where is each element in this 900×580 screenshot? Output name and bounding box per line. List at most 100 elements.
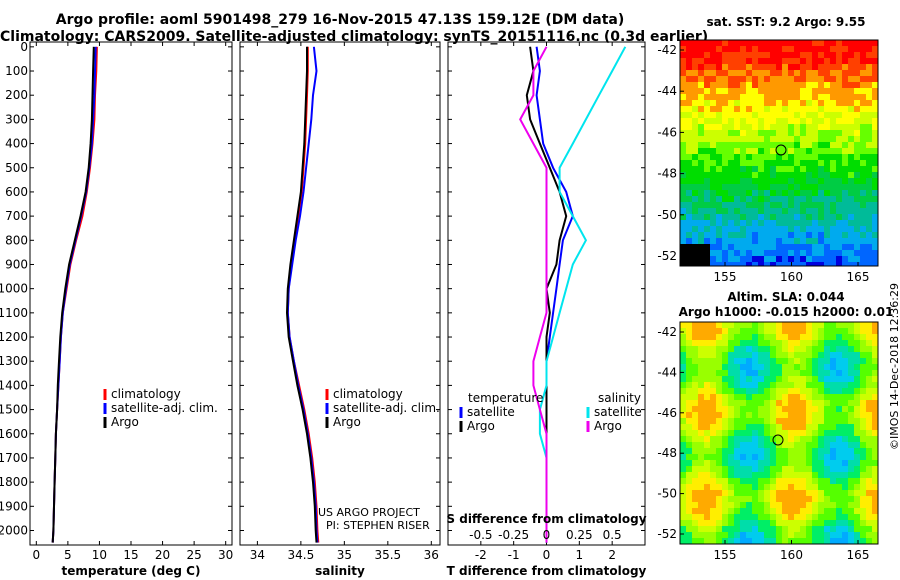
x-tick-label: 0 — [543, 548, 551, 562]
argo-position-marker-sla — [772, 434, 784, 446]
legend-label: Argo — [333, 415, 361, 429]
legend-label-sal: satellite — [594, 405, 642, 419]
sst-map-title: sat. SST: 9.2 Argo: 9.55 — [706, 15, 866, 29]
sla-map-subtitle: Argo h1000: -0.015 h2000: 0.01 — [678, 305, 894, 319]
x-tick-label: 10 — [92, 548, 107, 562]
x-tick-label: 25 — [186, 548, 201, 562]
legend-label-temp: satellite — [467, 405, 515, 419]
legend-title-temperature: temperature — [468, 391, 543, 405]
legend-label: satellite-adj. clim. — [111, 401, 218, 415]
x-tick-label: -1 — [508, 548, 520, 562]
y-tick-label: 1300 — [0, 354, 28, 368]
sla-lon-label: 165 — [847, 548, 870, 562]
y-tick-label: 1200 — [0, 330, 28, 344]
credit-pi: PI: STEPHEN RISER — [326, 519, 430, 532]
y-tick-label: 700 — [5, 209, 28, 223]
sla-lon-label: 160 — [780, 548, 803, 562]
y-tick-label: 200 — [5, 88, 28, 102]
x-tick-label: 35.5 — [374, 548, 401, 562]
sst-lon-label: 155 — [714, 270, 737, 284]
legend-label-sal: Argo — [594, 419, 622, 433]
y-tick-label: 2000 — [0, 523, 28, 537]
legend-label-temp: Argo — [467, 419, 495, 433]
x-axis-label-2: T difference from climatology — [447, 564, 647, 578]
legend-label: Argo — [111, 415, 139, 429]
sla-lat-label: -44 — [657, 365, 677, 379]
x-tick-label: 30 — [218, 548, 233, 562]
sst-lat-label: -44 — [657, 84, 677, 98]
sla-lat-label: -48 — [657, 446, 677, 460]
legend-label: climatology — [111, 387, 181, 401]
argo-position-marker — [775, 144, 787, 156]
sst-lon-label: 160 — [780, 270, 803, 284]
sst-map-frame — [679, 39, 879, 267]
x-tick-label: 2 — [608, 548, 616, 562]
legend-title-salinity: salinity — [598, 391, 641, 405]
legend-label: climatology — [333, 387, 403, 401]
series-line-satellite-adj-clim- — [51, 46, 97, 543]
x-tick-label: -2 — [475, 548, 487, 562]
y-tick-label: 100 — [5, 64, 28, 78]
y-tick-label: 600 — [5, 185, 28, 199]
panel-frame-1 — [239, 41, 441, 546]
sst-lat-label: -42 — [657, 43, 677, 57]
y-tick-label: 1100 — [0, 306, 28, 320]
x-tick-label: 20 — [155, 548, 170, 562]
s-diff-tick-label: 0 — [543, 528, 551, 542]
sst-lat-label: -48 — [657, 167, 677, 181]
series-line-climatology — [51, 46, 98, 543]
x-tick-label: 1 — [576, 548, 584, 562]
series-line-climatology — [286, 46, 320, 543]
x-tick-label: 34.5 — [288, 548, 315, 562]
series-line-argo — [51, 46, 95, 543]
y-tick-label: 1400 — [0, 378, 28, 392]
sla-lat-label: -50 — [657, 487, 677, 501]
chart-title-line1: Argo profile: aoml 5901498_279 16-Nov-20… — [55, 12, 625, 28]
sla-lat-label: -42 — [657, 325, 677, 339]
sst-lat-label: -46 — [657, 125, 677, 139]
sst-lon-label: 165 — [847, 270, 870, 284]
y-tick-label: 1000 — [0, 282, 28, 296]
y-tick-label: 500 — [5, 161, 28, 175]
y-tick-label: 0 — [20, 40, 28, 54]
sla-map-frame — [679, 321, 879, 545]
y-tick-label: 1600 — [0, 427, 28, 441]
x-tick-label: 0 — [32, 548, 40, 562]
x-tick-label: 5 — [64, 548, 72, 562]
legend-label: satellite-adj. clim. — [333, 401, 440, 415]
series-line-temperature-satellite — [535, 46, 574, 543]
chart-title-line2: Climatology: CARS2009. Satellite-adjuste… — [0, 29, 709, 45]
x-tick-label: 15 — [123, 548, 138, 562]
sla-map-title: Altim. SLA: 0.044 — [727, 290, 845, 304]
s-diff-tick-label: -0.5 — [469, 528, 492, 542]
y-tick-label: 300 — [5, 112, 28, 126]
series-line-salinity-satellite — [538, 46, 627, 543]
y-tick-label: 1700 — [0, 451, 28, 465]
series-line-satellite-adj-clim- — [286, 46, 319, 543]
x-tick-label: 36 — [424, 548, 439, 562]
sst-lat-label: -50 — [657, 208, 677, 222]
s-diff-tick-label: 0.5 — [603, 528, 622, 542]
x-tick-label: 35 — [337, 548, 352, 562]
y-tick-label: 400 — [5, 137, 28, 151]
x-tick-label: 34 — [250, 548, 265, 562]
s-diff-axis-label: S difference from climatology — [446, 512, 646, 526]
y-tick-label: 1900 — [0, 499, 28, 513]
sla-lat-label: -52 — [657, 527, 677, 541]
y-tick-label: 800 — [5, 233, 28, 247]
sst-map — [680, 40, 878, 266]
sla-lat-label: -46 — [657, 406, 677, 420]
series-line-salinity-argo — [519, 46, 548, 543]
sla-map — [680, 322, 878, 544]
s-diff-tick-label: 0.25 — [566, 528, 593, 542]
credit-project: US ARGO PROJECT — [318, 506, 420, 519]
y-tick-label: 900 — [5, 257, 28, 271]
s-diff-tick-label: -0.25 — [498, 528, 529, 542]
sla-lon-label: 155 — [714, 548, 737, 562]
x-axis-label-0: temperature (deg C) — [62, 564, 201, 578]
imos-timestamp: ©IMOS 14-Dec-2018 12:36:29 — [888, 283, 900, 450]
sst-lat-label: -52 — [657, 249, 677, 263]
y-tick-label: 1500 — [0, 403, 28, 417]
x-axis-label-1: salinity — [315, 564, 365, 578]
